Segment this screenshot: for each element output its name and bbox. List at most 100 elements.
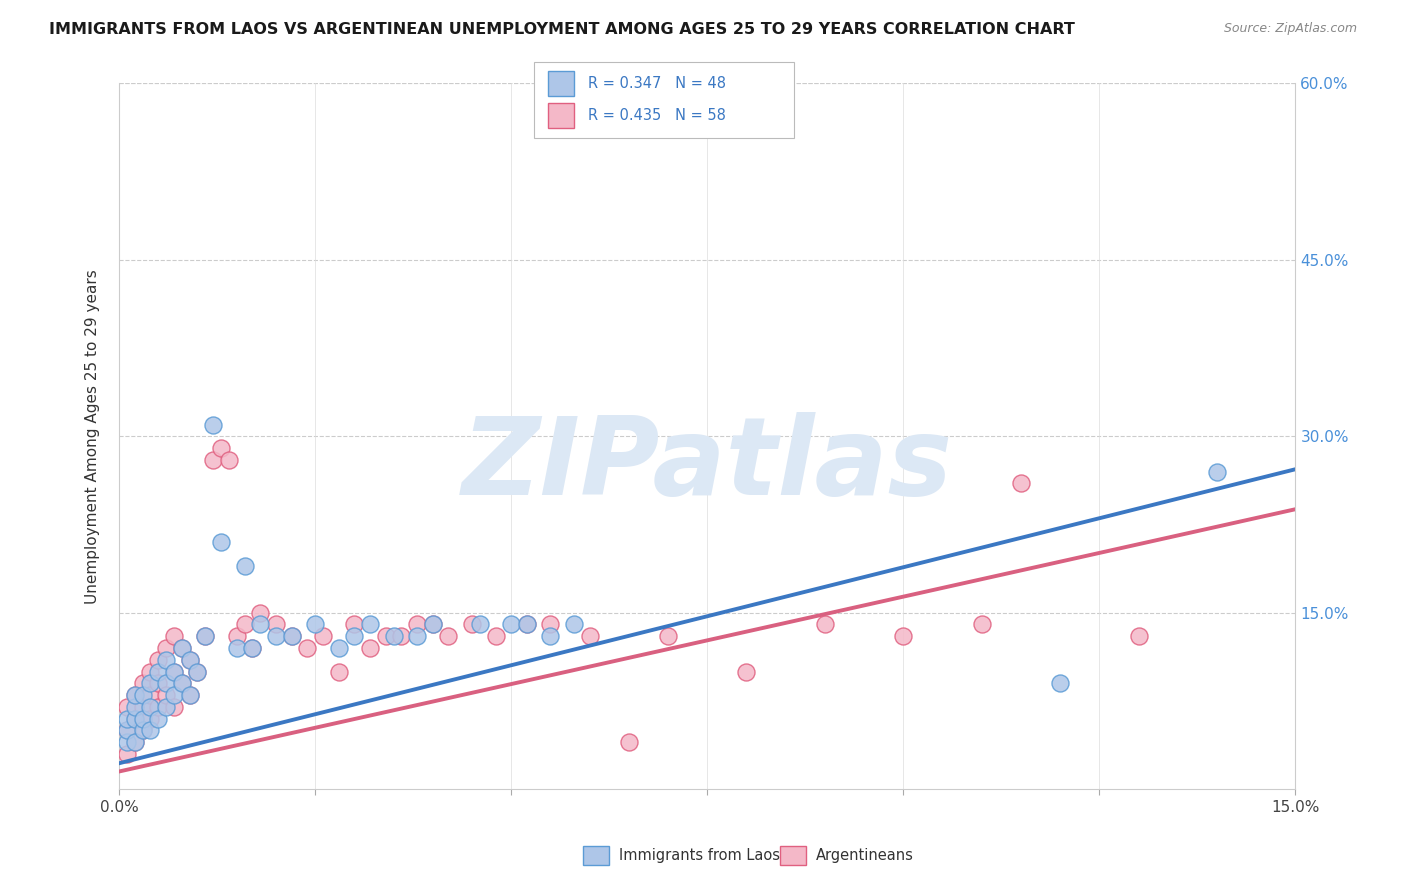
Point [304,617,326,632]
Point [264,617,287,632]
Point [328,665,350,679]
Point [115,723,138,738]
Point [437,629,460,643]
Point [225,629,247,643]
Point [170,676,193,690]
Point [148,712,170,726]
Point [359,640,381,655]
Point [970,617,993,632]
Point [461,617,484,632]
Text: ZIPatlas: ZIPatlas [461,411,953,517]
Point [139,723,162,738]
Point [209,535,232,549]
Point [406,629,429,643]
Point [170,640,193,655]
Point [186,665,208,679]
Point [194,629,217,643]
Point [264,629,287,643]
Point [209,441,232,455]
Point [131,723,153,738]
Text: Source: ZipAtlas.com: Source: ZipAtlas.com [1223,22,1357,36]
Point [657,629,679,643]
Point [538,629,561,643]
Point [312,629,335,643]
Point [179,653,201,667]
Point [538,617,561,632]
Point [1206,465,1229,479]
Text: Immigrants from Laos: Immigrants from Laos [619,848,780,863]
Point [186,665,208,679]
Point [148,699,170,714]
Point [814,617,837,632]
Point [131,699,153,714]
Text: IMMIGRANTS FROM LAOS VS ARGENTINEAN UNEMPLOYMENT AMONG AGES 25 TO 29 YEARS CORRE: IMMIGRANTS FROM LAOS VS ARGENTINEAN UNEM… [49,22,1076,37]
Point [148,665,170,679]
Point [297,640,319,655]
Point [422,617,444,632]
Point [163,688,186,702]
Point [179,653,201,667]
Point [562,617,585,632]
Point [131,688,153,702]
Point [163,665,186,679]
Point [578,629,600,643]
Point [240,640,263,655]
Point [249,617,271,632]
Text: R = 0.435   N = 58: R = 0.435 N = 58 [588,108,725,122]
Point [891,629,914,643]
Point [233,617,256,632]
Point [148,676,170,690]
Point [170,676,193,690]
Point [124,688,146,702]
Point [280,629,302,643]
Point [233,558,256,573]
Y-axis label: Unemployment Among Ages 25 to 29 years: Unemployment Among Ages 25 to 29 years [86,268,100,604]
Point [155,653,177,667]
Point [343,617,366,632]
Point [202,417,225,432]
Point [202,452,225,467]
Point [131,712,153,726]
Point [179,688,201,702]
Point [516,617,538,632]
Point [1010,476,1032,491]
Text: Argentineans: Argentineans [815,848,914,863]
Point [124,712,146,726]
Point [218,452,240,467]
Point [382,629,405,643]
Point [124,735,146,749]
Point [163,629,186,643]
Point [155,640,177,655]
Point [131,676,153,690]
Point [148,653,170,667]
Point [163,665,186,679]
Point [225,640,247,655]
Point [468,617,491,632]
Point [155,676,177,690]
Point [240,640,263,655]
Point [124,699,146,714]
Point [1128,629,1150,643]
Point [359,617,381,632]
Point [124,688,146,702]
Point [139,665,162,679]
Point [115,699,138,714]
Point [139,712,162,726]
Point [179,688,201,702]
Point [170,640,193,655]
Point [124,735,146,749]
Point [194,629,217,643]
Point [131,723,153,738]
Point [343,629,366,643]
Point [115,723,138,738]
Point [155,699,177,714]
Point [484,629,506,643]
Point [115,747,138,761]
Point [124,712,146,726]
Point [328,640,350,655]
Point [406,617,429,632]
Point [501,617,523,632]
Point [115,735,138,749]
Point [155,688,177,702]
Point [115,712,138,726]
